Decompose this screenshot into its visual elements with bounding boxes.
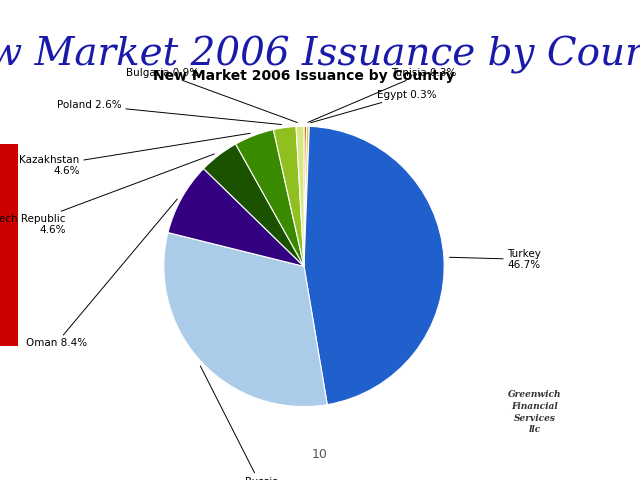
Text: Turkey
46.7%: Turkey 46.7% xyxy=(449,249,541,270)
Text: Czech Republic
4.6%: Czech Republic 4.6% xyxy=(0,154,214,235)
Wedge shape xyxy=(204,144,304,266)
Wedge shape xyxy=(164,233,327,407)
Text: Russia
31.5%: Russia 31.5% xyxy=(200,366,279,480)
Text: Bulgaria 0.9%: Bulgaria 0.9% xyxy=(125,68,298,122)
Wedge shape xyxy=(296,126,304,266)
Wedge shape xyxy=(236,130,304,266)
Wedge shape xyxy=(304,126,444,405)
Wedge shape xyxy=(273,126,304,266)
Wedge shape xyxy=(304,126,307,266)
Text: Tunisia 0.3%: Tunisia 0.3% xyxy=(308,68,456,122)
Text: New Market 2006 Issuance by Country: New Market 2006 Issuance by Country xyxy=(0,36,640,74)
Text: Kazakhstan
4.6%: Kazakhstan 4.6% xyxy=(19,133,250,176)
Text: Poland 2.6%: Poland 2.6% xyxy=(57,100,282,124)
FancyBboxPatch shape xyxy=(0,144,18,346)
Wedge shape xyxy=(168,168,304,266)
Text: Egypt 0.3%: Egypt 0.3% xyxy=(311,90,436,123)
Text: Oman 8.4%: Oman 8.4% xyxy=(26,199,177,348)
Title: New Market 2006 Issuance by Country: New Market 2006 Issuance by Country xyxy=(153,69,455,83)
Wedge shape xyxy=(304,126,309,266)
Text: 10: 10 xyxy=(312,448,328,461)
Text: Greenwich
Financial
Services
llc: Greenwich Financial Services llc xyxy=(508,390,561,434)
